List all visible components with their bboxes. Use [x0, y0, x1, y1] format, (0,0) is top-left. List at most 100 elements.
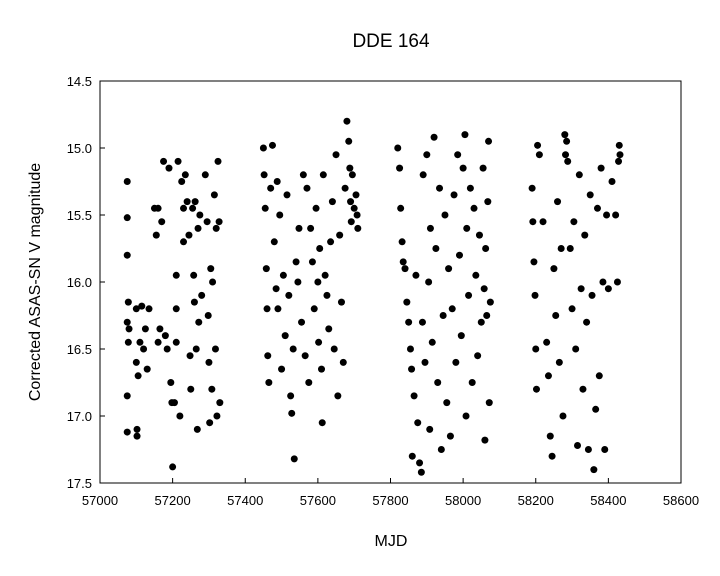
- data-point: [123, 392, 131, 400]
- data-point: [425, 278, 433, 286]
- data-point: [555, 358, 563, 366]
- data-point: [305, 379, 313, 386]
- data-point: [563, 137, 571, 145]
- data-point: [608, 178, 616, 185]
- y-tick-label: 16.0: [67, 275, 92, 290]
- data-point: [183, 198, 191, 206]
- data-point: [290, 455, 298, 463]
- data-point: [265, 379, 273, 386]
- data-point: [465, 291, 473, 299]
- data-point: [325, 325, 333, 333]
- data-point: [531, 291, 539, 299]
- data-point: [583, 318, 591, 326]
- data-point: [298, 318, 306, 326]
- data-point: [570, 218, 578, 226]
- data-point: [323, 291, 331, 299]
- x-tick-label: 58600: [663, 493, 699, 508]
- data-point: [529, 218, 537, 226]
- data-point: [566, 245, 574, 252]
- data-point: [448, 305, 456, 313]
- data-point: [194, 224, 202, 232]
- data-point: [468, 379, 476, 386]
- data-point: [158, 218, 166, 226]
- y-axis-label: Corrected ASAS-SN V magnitude: [27, 163, 44, 401]
- data-point: [430, 133, 438, 141]
- data-point: [559, 412, 567, 420]
- data-point: [564, 157, 572, 165]
- data-point: [276, 211, 284, 219]
- data-point: [281, 332, 289, 340]
- data-point: [136, 338, 144, 346]
- data-point: [191, 198, 199, 206]
- data-point: [172, 305, 180, 313]
- data-point: [482, 245, 490, 252]
- data-point: [470, 204, 478, 212]
- data-point: [593, 204, 601, 212]
- data-point: [445, 265, 453, 273]
- data-point: [138, 302, 146, 310]
- data-point: [436, 184, 444, 192]
- y-tick-label: 14.5: [67, 74, 92, 89]
- data-point: [347, 218, 355, 226]
- data-point: [562, 151, 570, 159]
- y-tick-label: 17.0: [67, 409, 92, 424]
- data-point: [485, 137, 493, 145]
- data-point: [575, 171, 583, 179]
- data-point: [348, 171, 356, 179]
- data-point: [263, 305, 271, 313]
- data-point: [396, 164, 404, 172]
- data-point: [123, 318, 131, 326]
- data-point: [123, 214, 131, 222]
- data-point: [414, 419, 422, 427]
- data-point: [544, 372, 552, 380]
- data-point: [397, 204, 405, 212]
- data-point: [432, 245, 440, 252]
- data-point: [346, 164, 354, 172]
- x-tick-label: 57200: [155, 493, 191, 508]
- x-tick-label: 57000: [82, 493, 118, 508]
- data-point: [210, 191, 218, 199]
- data-point: [154, 204, 162, 212]
- data-point: [345, 137, 353, 145]
- data-point: [463, 224, 471, 232]
- data-point: [461, 131, 469, 139]
- data-point: [289, 345, 297, 353]
- data-point: [601, 446, 609, 453]
- data-point: [124, 298, 132, 306]
- y-tick-label: 17.5: [67, 476, 92, 491]
- data-point: [268, 141, 276, 149]
- x-axis-label: MJD: [375, 533, 408, 550]
- data-point: [189, 204, 197, 212]
- data-point: [539, 218, 547, 226]
- data-point: [462, 412, 470, 420]
- data-point: [299, 171, 307, 179]
- data-point: [319, 171, 327, 179]
- x-tick-label: 57800: [372, 493, 408, 508]
- data-point: [132, 358, 140, 366]
- data-point: [446, 432, 454, 440]
- data-point: [201, 171, 209, 179]
- data-point: [418, 318, 426, 326]
- data-point: [178, 178, 186, 185]
- data-point: [318, 419, 326, 427]
- data-point: [466, 184, 474, 192]
- data-point: [485, 399, 493, 407]
- data-point: [152, 231, 160, 239]
- data-point: [452, 358, 460, 366]
- data-point: [134, 372, 142, 380]
- data-point: [401, 265, 409, 273]
- data-point: [292, 258, 300, 266]
- data-point: [417, 468, 425, 476]
- data-point: [599, 278, 607, 286]
- data-point: [285, 291, 293, 299]
- data-point: [532, 385, 540, 393]
- data-point: [213, 412, 221, 420]
- data-point: [337, 298, 345, 306]
- data-point: [154, 338, 162, 346]
- x-tick-label: 58400: [590, 493, 626, 508]
- data-point: [303, 184, 311, 192]
- data-point: [307, 224, 315, 232]
- data-point: [212, 224, 220, 232]
- data-point: [181, 171, 189, 179]
